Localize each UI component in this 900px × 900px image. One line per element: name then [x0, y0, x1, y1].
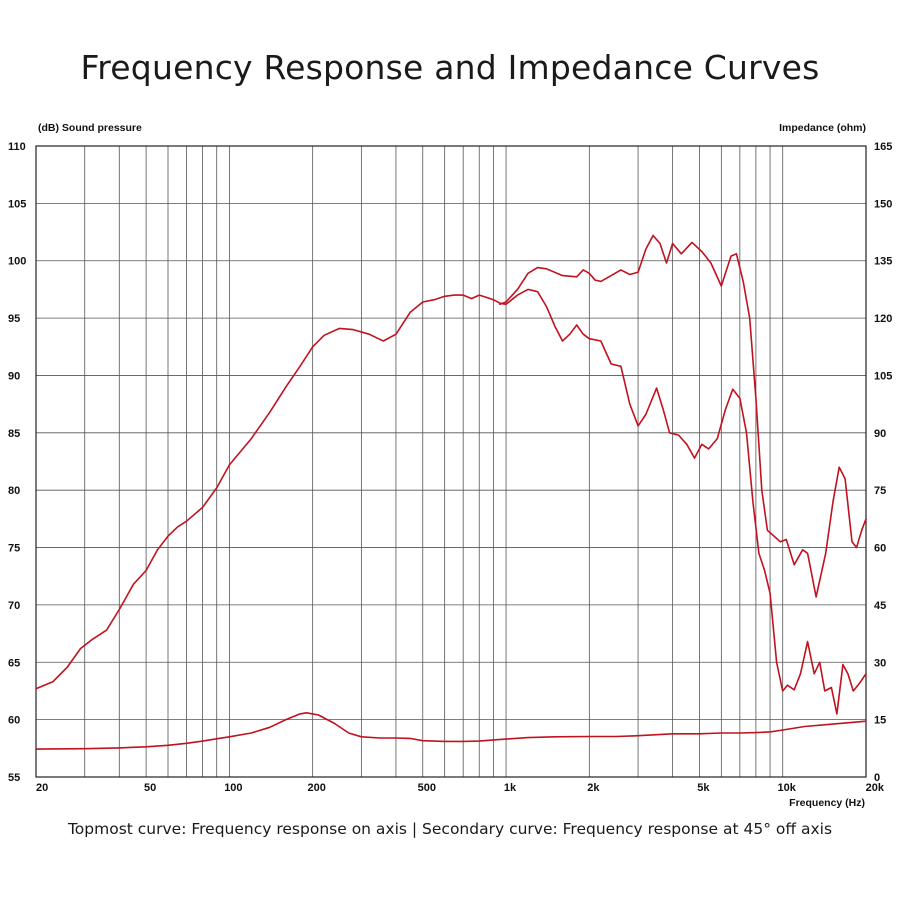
x-tick-label: 500 [418, 782, 436, 794]
y-tick-label: 80 [8, 485, 20, 497]
y-tick-label: 65 [8, 657, 20, 669]
y-tick-label: 55 [8, 772, 20, 784]
chart-title: Frequency Response and Impedance Curves [80, 48, 820, 87]
x-tick-label: 200 [307, 782, 325, 794]
right-axis-title: Impedance (ohm) [779, 122, 866, 134]
y-tick-label: 70 [8, 600, 20, 612]
y2-tick-label: 30 [874, 657, 886, 669]
series-line-3 [35, 712, 867, 750]
series-line-1 [35, 288, 867, 715]
y2-tick-label: 150 [874, 198, 892, 210]
y-tick-label: 110 [8, 141, 26, 153]
y2-tick-label: 15 [874, 715, 886, 727]
y2-tick-label: 75 [874, 485, 886, 497]
y2-tick-label: 45 [874, 600, 886, 612]
y-tick-label: 75 [8, 543, 20, 555]
x-tick-label: 20k [866, 782, 885, 794]
grid [36, 146, 866, 777]
y-tick-label: 85 [8, 428, 20, 440]
series [35, 234, 867, 750]
left-axis-title: (dB) Sound pressure [38, 122, 142, 134]
y2-tick-label: 105 [874, 370, 892, 382]
y2-tick-label: 90 [874, 428, 886, 440]
x-tick-label: 10k [778, 782, 797, 794]
x-tick-label: 20 [36, 782, 48, 794]
series-line-2 [499, 234, 867, 598]
y2-tick-label: 0 [874, 772, 880, 784]
x-tick-label: 2k [587, 782, 600, 794]
plot-frame [35, 145, 867, 778]
chart-caption: Topmost curve: Frequency response on axi… [67, 820, 833, 838]
y2-tick-label: 60 [874, 543, 886, 555]
axis-labels: 55 60 65 70 75 80 85 90 95 100 105 110 0 15 30 45 60 75 90… [8, 141, 892, 794]
y-tick-label: 90 [8, 370, 20, 382]
y2-tick-label: 165 [874, 141, 892, 153]
y-tick-label: 60 [8, 715, 20, 727]
x-tick-label: 100 [224, 782, 242, 794]
y-tick-label: 105 [8, 198, 26, 210]
x-tick-label: 1k [504, 782, 517, 794]
y-tick-label: 100 [8, 256, 26, 268]
x-axis-title: Frequency (Hz) [789, 797, 865, 809]
y2-tick-label: 120 [874, 313, 892, 325]
y-tick-label: 95 [8, 313, 20, 325]
x-tick-label: 5k [697, 782, 710, 794]
y2-tick-label: 135 [874, 256, 892, 268]
x-tick-label: 50 [144, 782, 156, 794]
